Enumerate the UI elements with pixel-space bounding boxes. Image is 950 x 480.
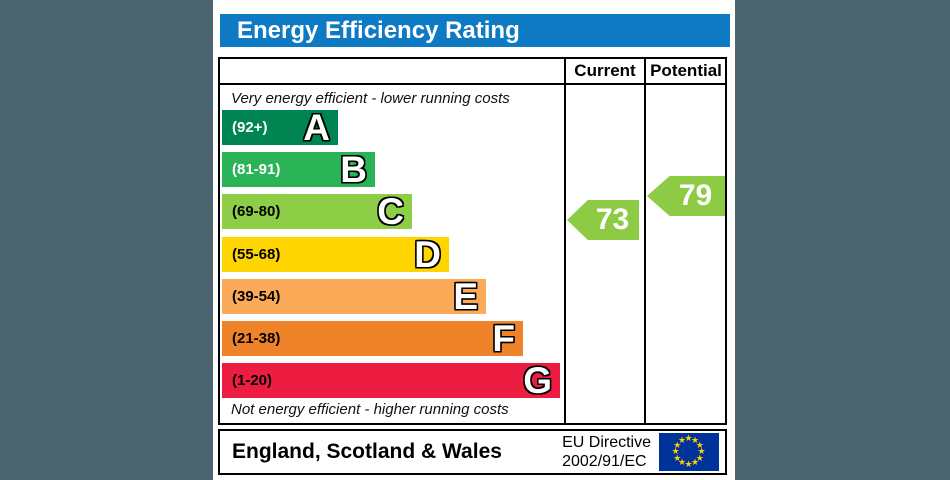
band-row-A: (92+) A bbox=[222, 107, 338, 148]
eu-star-icon: ★ bbox=[678, 434, 687, 445]
band-range-label: (92+) bbox=[232, 119, 268, 136]
chart-title-bar: Energy Efficiency Rating bbox=[220, 14, 730, 47]
eu-star-icon: ★ bbox=[684, 459, 693, 469]
header-row-divider bbox=[218, 83, 727, 85]
caption-very-efficient: Very energy efficient - lower running co… bbox=[231, 90, 510, 107]
eu-star-icon: ★ bbox=[695, 452, 704, 463]
band-row-C: (69-80) C bbox=[222, 191, 412, 232]
band-letter: F bbox=[492, 318, 515, 359]
band-row-E: (39-54) E bbox=[222, 276, 486, 317]
eu-star-icon: ★ bbox=[673, 452, 682, 463]
band-row-F: (21-38) F bbox=[222, 318, 523, 359]
potential-column-header: Potential bbox=[650, 61, 722, 80]
eu-directive-line2: 2002/91/EC bbox=[562, 453, 647, 470]
band-range-label: (39-54) bbox=[232, 288, 281, 305]
band-letter: C bbox=[377, 191, 404, 232]
band-range-label: (1-20) bbox=[232, 372, 273, 389]
potential-rating-value: 79 bbox=[678, 179, 713, 212]
band-range-label: (55-68) bbox=[232, 246, 281, 263]
eu-star-icon: ★ bbox=[691, 434, 700, 445]
band-range-label: (69-80) bbox=[232, 203, 281, 220]
current-column-divider bbox=[564, 57, 566, 425]
eu-star-icon: ★ bbox=[678, 457, 687, 468]
footer-region-label: England, Scotland & Wales bbox=[232, 440, 502, 463]
eu-star-icon: ★ bbox=[684, 433, 693, 443]
band-row-G: (1-20) G bbox=[222, 360, 560, 401]
band-letter: E bbox=[453, 276, 478, 317]
eu-star-icon: ★ bbox=[697, 446, 706, 456]
eu-star-icon: ★ bbox=[671, 446, 680, 456]
eu-star-icon: ★ bbox=[673, 439, 682, 450]
band-range-label: (81-91) bbox=[232, 161, 281, 178]
band-letter: B bbox=[340, 149, 367, 190]
current-rating-value: 73 bbox=[595, 203, 630, 236]
caption-not-efficient: Not energy efficient - higher running co… bbox=[231, 401, 509, 418]
band-letter: G bbox=[523, 360, 552, 401]
eu-flag-icon: ★ ★ ★ ★ ★ ★ ★ ★ ★ ★ ★ ★ bbox=[659, 433, 719, 471]
footer-bar: England, Scotland & Wales EU Directive 2… bbox=[218, 429, 727, 475]
eu-star-icon: ★ bbox=[695, 439, 704, 450]
eu-star-icon: ★ bbox=[691, 457, 700, 468]
band-row-D: (55-68) D bbox=[222, 234, 449, 275]
band-letter: A bbox=[303, 107, 330, 148]
band-row-B: (81-91) B bbox=[222, 149, 375, 190]
current-column-header: Current bbox=[574, 61, 636, 80]
band-range-label: (21-38) bbox=[232, 330, 281, 347]
eu-directive-label: EU Directive 2002/91/EC bbox=[562, 433, 651, 471]
potential-column-divider bbox=[644, 57, 646, 425]
band-letter: D bbox=[414, 234, 441, 275]
chart-title: Energy Efficiency Rating bbox=[237, 17, 520, 44]
eu-directive-line1: EU Directive bbox=[562, 434, 651, 451]
